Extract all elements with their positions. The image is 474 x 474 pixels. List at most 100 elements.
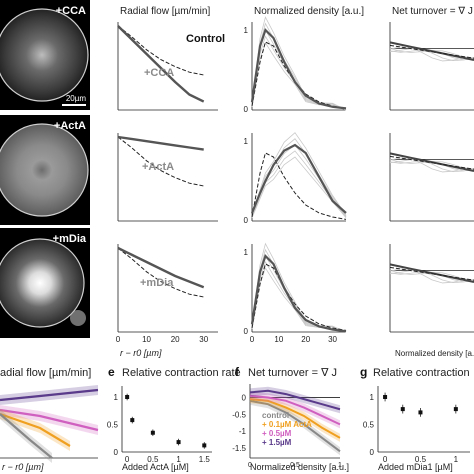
series-line xyxy=(0,412,71,447)
confidence-band xyxy=(250,386,340,414)
scale-bar-label: 20µm xyxy=(66,94,87,103)
y-tick-label: -1.5 xyxy=(232,444,246,453)
data-point xyxy=(383,395,388,399)
data-point xyxy=(176,440,181,445)
x-tick-label: 0 xyxy=(383,455,388,464)
x-tick-label: 30 xyxy=(328,335,337,344)
x-tick-label: 0.5 xyxy=(415,455,427,464)
series-line xyxy=(117,247,204,298)
y-tick-label: 0.5 xyxy=(363,421,375,430)
control-line xyxy=(389,266,474,281)
trace-line xyxy=(251,22,347,111)
y-tick-label: 0 xyxy=(114,448,119,457)
x-tick-label: 1 xyxy=(454,455,459,464)
row-label-mdia: +mDia xyxy=(140,277,174,289)
x-tick-label: 1.5 xyxy=(199,455,211,464)
column-title-density: Normalized density [a.u.] xyxy=(254,6,364,17)
trace-line xyxy=(251,254,347,333)
x-tick-label: 0 xyxy=(125,455,130,464)
series-line xyxy=(389,152,474,172)
panel-g-letter: g xyxy=(360,365,367,379)
x-tick-label: 30 xyxy=(199,335,208,344)
micrograph-mdia: +mDia xyxy=(0,228,90,338)
trace-line xyxy=(251,248,347,333)
panel-f-xlabel: Normalized density [a.u.] xyxy=(250,462,349,472)
y-tick-label: 1 xyxy=(244,26,249,35)
x-tick-label: 1 xyxy=(338,462,342,469)
series-line xyxy=(117,135,204,151)
series-line xyxy=(249,394,341,426)
series-line xyxy=(251,263,347,331)
micrograph-label-cca: +CCA xyxy=(56,5,86,17)
radial-flow-panels: 0 10 20 30 xyxy=(116,22,218,344)
trace-line xyxy=(389,48,474,62)
legend-entry: + 0.1µM ActA xyxy=(262,420,312,429)
turnover-panels xyxy=(389,22,474,333)
series-line xyxy=(251,152,347,220)
data-point xyxy=(418,410,423,415)
micrograph-label-mdia: +mDia xyxy=(53,233,87,245)
series-line xyxy=(389,41,474,61)
x-tick-label: 0 xyxy=(248,462,252,469)
data-point xyxy=(453,407,458,412)
series-line xyxy=(117,246,205,289)
trace-line xyxy=(389,157,474,173)
column-title-turnover: Net turnover = ∇ J xyxy=(392,6,473,17)
panel-f: f Net turnover = ∇ J Normalized density … xyxy=(232,365,349,472)
trace-line xyxy=(389,268,474,284)
y-tick-label: 0 xyxy=(244,216,249,225)
panel-d-title: adial flow [µm/min] xyxy=(0,367,91,379)
panel-e-letter: e xyxy=(108,365,115,379)
trace-line xyxy=(251,260,347,333)
trace-line xyxy=(251,41,347,111)
panel-d: adial flow [µm/min] r − r0 [µm] xyxy=(0,367,99,472)
series-line xyxy=(0,413,53,459)
confidence-band xyxy=(0,405,98,435)
y-tick-label: 1 xyxy=(244,248,249,257)
x-tick-label: 10 xyxy=(142,335,151,344)
series-line xyxy=(117,25,205,103)
x-tick-label: 0 xyxy=(250,335,255,344)
trace-line xyxy=(389,270,474,284)
x-tick-label: 10 xyxy=(274,335,283,344)
cell-fragment xyxy=(70,310,86,326)
trace-line xyxy=(251,242,347,333)
y-tick-label: 0 xyxy=(244,327,249,336)
series-line xyxy=(251,41,347,109)
x-tick-label: 0.5 xyxy=(147,455,159,464)
y-tick-label: 1 xyxy=(370,393,375,402)
panel-g-title: Relative contraction xyxy=(373,367,470,379)
series-line xyxy=(250,27,347,110)
y-tick-label: -1 xyxy=(239,427,247,436)
data-point xyxy=(130,418,135,423)
series-line xyxy=(249,389,341,411)
legend-entry: + 0.5µM xyxy=(262,429,292,438)
x-tick-label: 0.5 xyxy=(290,462,300,469)
trace-line xyxy=(251,138,347,217)
x-tick-label: 20 xyxy=(301,335,310,344)
column-title-radial-flow: Radial flow [µm/min] xyxy=(120,6,210,17)
y-tick-label: 0 xyxy=(244,105,249,114)
trace-line xyxy=(251,16,347,111)
y-tick-label: 0 xyxy=(370,448,375,457)
y-tick-label: 1 xyxy=(244,137,249,146)
trace-line xyxy=(389,46,474,62)
series-line xyxy=(117,25,204,76)
data-point xyxy=(202,443,207,448)
x-tick-label: 20 xyxy=(171,335,180,344)
y-tick-label: 1 xyxy=(114,393,119,402)
legend-f: control+ 0.1µM ActA+ 0.5µM+ 1.5µM xyxy=(262,411,312,447)
y-tick-label: 0 xyxy=(242,393,247,402)
row-label-acta: +ActA xyxy=(142,161,174,173)
series-line xyxy=(389,263,474,283)
panel-g: g Relative contraction Added mDia1 [µM] … xyxy=(360,365,470,472)
micrograph-acta: +ActA xyxy=(0,115,90,225)
x-axis-label: r − r0 [µm] xyxy=(2,462,44,472)
series-line xyxy=(0,388,99,402)
panel-f-letter: f xyxy=(235,365,240,379)
trace-line xyxy=(251,267,347,333)
series-line xyxy=(250,253,347,333)
xlabel-radial: r − r0 [µm] xyxy=(120,348,162,358)
